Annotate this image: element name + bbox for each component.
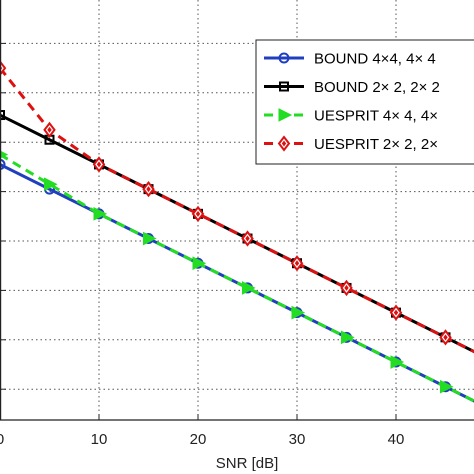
series-2-point-3 — [143, 231, 157, 246]
legend-entry-1: BOUND 2× 2, 2× 2 — [264, 79, 440, 96]
series-3-point-5-core — [245, 235, 250, 242]
legend-swatch-marker-2 — [278, 108, 293, 122]
x-tick-label-20: 20 — [190, 431, 207, 448]
legend: BOUND 4×4, 4× 4 BOUND 2× 2, 2× 2 UESPRIT 4… — [255, 39, 474, 165]
legend-entry-3: UESPRIT 2× 2, 2× — [264, 135, 438, 153]
series-3-point-0 — [0, 59, 7, 77]
series-3-point-2-core — [96, 161, 102, 168]
legend-box — [255, 39, 474, 165]
series-2-point-4 — [192, 256, 207, 271]
series-0-point-0 — [0, 158, 6, 170]
series-2-point-8 — [390, 355, 405, 369]
series-3-point-4-core — [195, 210, 201, 217]
legend-label-1: BOUND 2× 2, 2× 2 — [314, 79, 440, 96]
legend-label-2: UESPRIT 4× 4, 4× — [314, 108, 438, 125]
x-tick-label-0: 0 — [0, 431, 4, 448]
x-tick-label-40: 40 — [388, 431, 405, 448]
plot-series — [0, 59, 474, 403]
series-2-point-2 — [93, 207, 108, 221]
series-2-line — [0, 153, 474, 403]
legend-label-0: BOUND 4×4, 4× 4 — [314, 51, 436, 68]
x-axis-label: SNR [dB] — [216, 455, 279, 472]
legend-label-3: UESPRIT 2× 2, 2× — [314, 136, 438, 153]
series-3 — [0, 59, 474, 354]
legend-swatch-marker-1 — [279, 81, 289, 92]
series-2-point-7 — [341, 330, 355, 345]
series-3-point-8-core — [393, 309, 399, 316]
series-2-point-9 — [440, 379, 454, 394]
series-2-point-6 — [291, 305, 306, 320]
legend-entry-2: UESPRIT 4× 4, 4× — [264, 108, 438, 125]
legend-swatch-marker-0 — [278, 52, 290, 64]
series-2-point-1 — [44, 177, 58, 191]
series-3-point-3-core — [146, 186, 151, 193]
series-3-point-9-core — [443, 334, 448, 341]
x-tick-label-10: 10 — [91, 431, 108, 448]
x-tick-label-30: 30 — [289, 431, 306, 448]
legend-swatch-marker-3-core — [281, 140, 287, 147]
series-2-point-5 — [242, 281, 256, 295]
series-3-point-7-core — [344, 284, 349, 291]
series-3-point-6-core — [294, 260, 300, 267]
series-1-point-0 — [0, 110, 5, 121]
series-3-point-1-core — [47, 126, 52, 133]
axes: 0 10 20 30 40 — [0, 0, 474, 448]
legend-entry-0: BOUND 4×4, 4× 4 — [264, 51, 436, 68]
series-2 — [0, 150, 474, 403]
